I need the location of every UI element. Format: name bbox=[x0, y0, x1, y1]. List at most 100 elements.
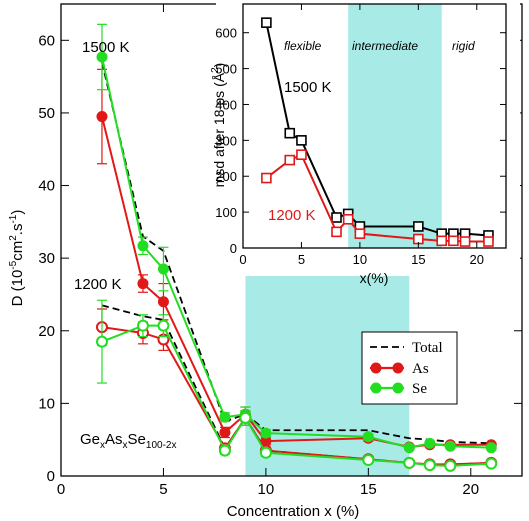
inset-x-tick-label-3: 15 bbox=[411, 252, 425, 267]
main-series-5-point-5 bbox=[259, 446, 272, 459]
legend-se-label: Se bbox=[412, 381, 427, 397]
main-series-2-point-2 bbox=[157, 263, 169, 275]
main-y-tick-label-6: 60 bbox=[38, 32, 55, 49]
inset-ylabel-main: msd after 18 ps ( bbox=[211, 82, 227, 187]
inset-shaded-region bbox=[348, 4, 442, 248]
inset-ylabel-close: ) bbox=[211, 63, 227, 68]
inset-series-1-point-0 bbox=[261, 172, 272, 184]
annotation-1500k: 1500 K bbox=[82, 39, 130, 56]
main-series-1-point-3 bbox=[219, 426, 231, 438]
region-intermediate-label: intermediate bbox=[352, 39, 418, 53]
main-series-1-point-5 bbox=[260, 435, 272, 447]
inset-y-tick-label-3: 300 bbox=[215, 133, 237, 148]
inset-series-1-point-3 bbox=[331, 226, 342, 238]
main-series-5-point-3 bbox=[218, 444, 231, 457]
main-x-tick-label-3: 15 bbox=[360, 481, 377, 498]
main-y-tick-label-2: 20 bbox=[38, 323, 55, 340]
main-series-1-point-1 bbox=[137, 278, 149, 290]
main-x-tick-label-2: 10 bbox=[258, 481, 275, 498]
ylabel-sup3: -1 bbox=[8, 214, 19, 223]
inset-series-1-point-9 bbox=[459, 236, 471, 247]
inset-annotation-1200k: 1200 K bbox=[268, 207, 316, 224]
main-y-tick-label-0: 0 bbox=[47, 468, 55, 485]
inset-ylabel-sup: 2 bbox=[210, 67, 221, 73]
ylabel-sup2: 2 bbox=[8, 235, 19, 241]
inset-y-tick-label-0: 0 bbox=[230, 241, 237, 256]
main-series-5-point-9 bbox=[444, 459, 457, 472]
inset-series-1-point-10 bbox=[483, 236, 494, 247]
inset-series-1-point-7 bbox=[436, 235, 448, 247]
main-series-5-point-4 bbox=[239, 411, 252, 424]
inset-series-0-point-2 bbox=[296, 135, 307, 146]
formula-sub-x2: x bbox=[123, 440, 128, 451]
main-series-5-point-8 bbox=[423, 459, 436, 472]
main-x-tick-label-0: 0 bbox=[57, 481, 65, 498]
ylabel-main: D (10 bbox=[9, 270, 26, 307]
ylabel-unit2: s bbox=[9, 224, 26, 232]
region-rigid-label: rigid bbox=[452, 39, 475, 53]
formula-sub-x1: x bbox=[100, 440, 105, 451]
main-y-axis-label: D (10-5cm2.s-1) bbox=[8, 210, 26, 307]
ylabel-unit1: cm bbox=[9, 241, 26, 261]
annotation-1200k: 1200 K bbox=[74, 276, 122, 293]
main-series-2-point-3 bbox=[219, 411, 231, 423]
main-y-tick-label-3: 30 bbox=[38, 250, 55, 267]
main-series-5-point-10 bbox=[485, 457, 498, 470]
main-y-tick-label-1: 10 bbox=[38, 395, 55, 412]
inset-series-1-point-1 bbox=[284, 154, 296, 166]
main-series-2-point-0 bbox=[96, 51, 108, 63]
ylabel-sup1: -5 bbox=[8, 260, 19, 269]
formula-se: Se bbox=[128, 431, 146, 448]
main-series-2-point-8 bbox=[424, 437, 436, 449]
main-series-2-point-7 bbox=[403, 442, 415, 454]
formula-ge: Ge bbox=[80, 431, 100, 448]
legend-as-marker-left bbox=[370, 362, 382, 374]
main-x-tick-label-1: 5 bbox=[159, 481, 167, 498]
inset-y-axis-label: msd after 18 ps (Å2) bbox=[210, 63, 227, 188]
main-series-2-point-9 bbox=[444, 440, 456, 452]
main-y-tick-label-4: 40 bbox=[38, 178, 55, 195]
main-series-1-point-0 bbox=[96, 111, 108, 123]
main-series-1-point-2 bbox=[157, 296, 169, 308]
main-series-5-point-1 bbox=[136, 319, 149, 332]
main-series-5-point-6 bbox=[362, 454, 375, 467]
legend: Total As Se bbox=[361, 331, 458, 405]
inset-y-tick-label-6: 600 bbox=[215, 26, 237, 41]
inset-x-axis-label: x(%) bbox=[360, 270, 389, 286]
inset-x-tick-label-2: 10 bbox=[353, 252, 367, 267]
main-x-tick-label-4: 20 bbox=[462, 481, 479, 498]
inset-series-1-point-8 bbox=[448, 235, 459, 247]
main-series-5-point-0 bbox=[95, 335, 108, 348]
formula-sub-100: 100-2x bbox=[146, 440, 177, 451]
inset-x-tick-label-1: 5 bbox=[298, 252, 305, 267]
inset-annotation-1500k: 1500 K bbox=[284, 79, 332, 96]
inset-y-tick-label-4: 400 bbox=[215, 97, 237, 112]
main-series-2-point-1 bbox=[137, 240, 149, 252]
main-series-2-point-10 bbox=[485, 442, 497, 454]
legend-as-label: As bbox=[412, 361, 429, 377]
main-series-2-point-6 bbox=[362, 431, 374, 443]
ylabel-close: ) bbox=[9, 210, 26, 215]
inset-x-tick-label-0: 0 bbox=[239, 252, 246, 267]
inset-x-tick-label-4: 20 bbox=[470, 252, 484, 267]
inset-y-tick-label-2: 200 bbox=[215, 169, 237, 184]
main-series-5-point-2 bbox=[157, 319, 170, 332]
inset-y-tick-label-5: 500 bbox=[215, 62, 237, 77]
legend-se-marker-right bbox=[392, 382, 404, 394]
legend-as-marker-right bbox=[392, 362, 404, 374]
inset-ylabel-unit: Å bbox=[211, 72, 227, 82]
inset-series-0-point-3 bbox=[331, 212, 342, 223]
main-x-axis-label: Concentration x (%) bbox=[227, 503, 360, 520]
main-series-2-point-5 bbox=[260, 427, 272, 439]
formula-as: As bbox=[105, 431, 123, 448]
main-y-tick-label-5: 50 bbox=[38, 105, 55, 122]
ylabel-dot: . bbox=[9, 231, 26, 235]
inset-series-0-point-1 bbox=[284, 127, 296, 139]
inset-axes-frame bbox=[242, 3, 507, 249]
region-flexible-label: flexible bbox=[284, 39, 322, 53]
inset-series-1-point-5 bbox=[354, 228, 366, 239]
inset-series-0-point-0 bbox=[261, 17, 272, 28]
inset-y-tick-label-1: 100 bbox=[215, 205, 237, 220]
